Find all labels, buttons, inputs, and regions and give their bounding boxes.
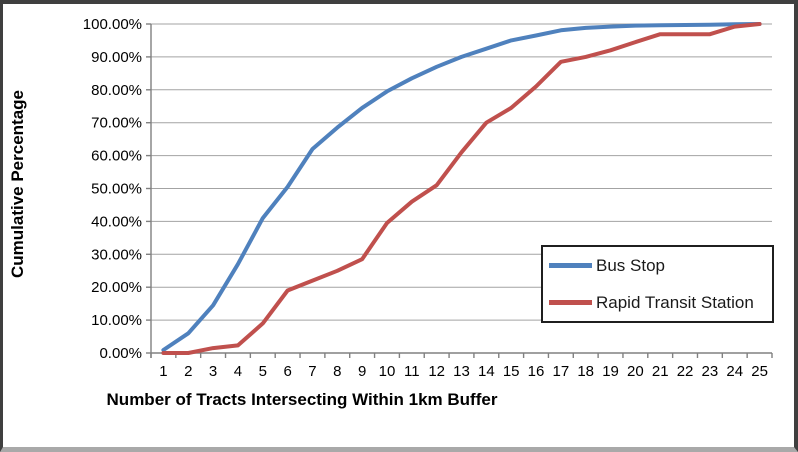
x-tick-label: 18	[577, 363, 594, 380]
y-tick-label: 60.00%	[91, 148, 142, 165]
x-tick-label: 19	[602, 363, 619, 380]
rapid-transit-station-line	[161, 22, 762, 355]
bus-stop-line-swatch	[549, 263, 592, 268]
legend-item-rapid-transit-station: Rapid Transit Station	[543, 284, 772, 321]
y-tick-label: 50.00%	[91, 181, 142, 198]
y-tick-label: 0.00%	[99, 345, 142, 362]
y-tick-label: 40.00%	[91, 213, 142, 230]
x-tick-label: 22	[677, 363, 694, 380]
x-tick-label: 14	[478, 363, 495, 380]
plot-area: 0.00% 10.00% 20.00% 30.00% 40.00% 50.00% 60.00…	[83, 16, 773, 380]
x-tick-label: 12	[428, 363, 445, 380]
x-tick-label: 16	[528, 363, 545, 380]
x-tick-label: 5	[259, 363, 267, 380]
x-tick-label: 8	[333, 363, 341, 380]
x-tick-label: 17	[553, 363, 570, 380]
y-tick-label: 30.00%	[91, 246, 142, 263]
x-tick-label: 9	[358, 363, 366, 380]
x-tick-label: 7	[308, 363, 316, 380]
rapid-transit-station-line-swatch	[549, 300, 592, 305]
x-tick-label: 21	[652, 363, 669, 380]
y-tick-label: 20.00%	[91, 279, 142, 296]
x-tick-label: 24	[726, 363, 743, 380]
x-tick-label: 13	[453, 363, 470, 380]
y-axis-title: Cumulative Percentage	[8, 90, 27, 279]
x-tick-label: 10	[379, 363, 396, 380]
x-tick-label: 15	[503, 363, 520, 380]
x-tick-label: 6	[283, 363, 291, 380]
bus-stop-line	[161, 22, 762, 352]
legend-label-bus-stop: Bus Stop	[596, 255, 665, 275]
x-tick-label: 11	[404, 363, 420, 380]
x-tick-label: 4	[234, 363, 242, 380]
y-tick-label: 100.00%	[83, 16, 142, 33]
x-tick-label: 3	[209, 363, 217, 380]
legend-item-bus-stop: Bus Stop	[543, 247, 772, 284]
x-tick-label: 1	[159, 363, 167, 380]
x-tick-label: 2	[184, 363, 192, 380]
legend: Bus Stop Rapid Transit Station	[541, 245, 774, 323]
x-tick-label: 25	[751, 363, 768, 380]
y-tick-label: 90.00%	[91, 49, 142, 66]
y-tick-label: 70.00%	[91, 115, 142, 132]
x-tick-label: 20	[627, 363, 644, 380]
y-tick-label: 10.00%	[91, 312, 142, 329]
legend-label-rapid-transit-station: Rapid Transit Station	[596, 292, 754, 312]
x-tick-label: 23	[702, 363, 719, 380]
x-axis-title: Number of Tracts Intersecting Within 1km…	[106, 390, 498, 409]
y-tick-label: 80.00%	[91, 82, 142, 99]
